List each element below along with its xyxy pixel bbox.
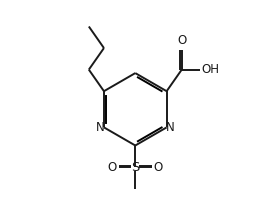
Text: N: N <box>166 121 174 134</box>
Text: OH: OH <box>201 63 219 76</box>
Text: N: N <box>96 121 105 134</box>
Text: O: O <box>108 161 117 174</box>
Text: O: O <box>153 161 163 174</box>
Text: O: O <box>177 34 186 47</box>
Text: S: S <box>131 161 139 174</box>
